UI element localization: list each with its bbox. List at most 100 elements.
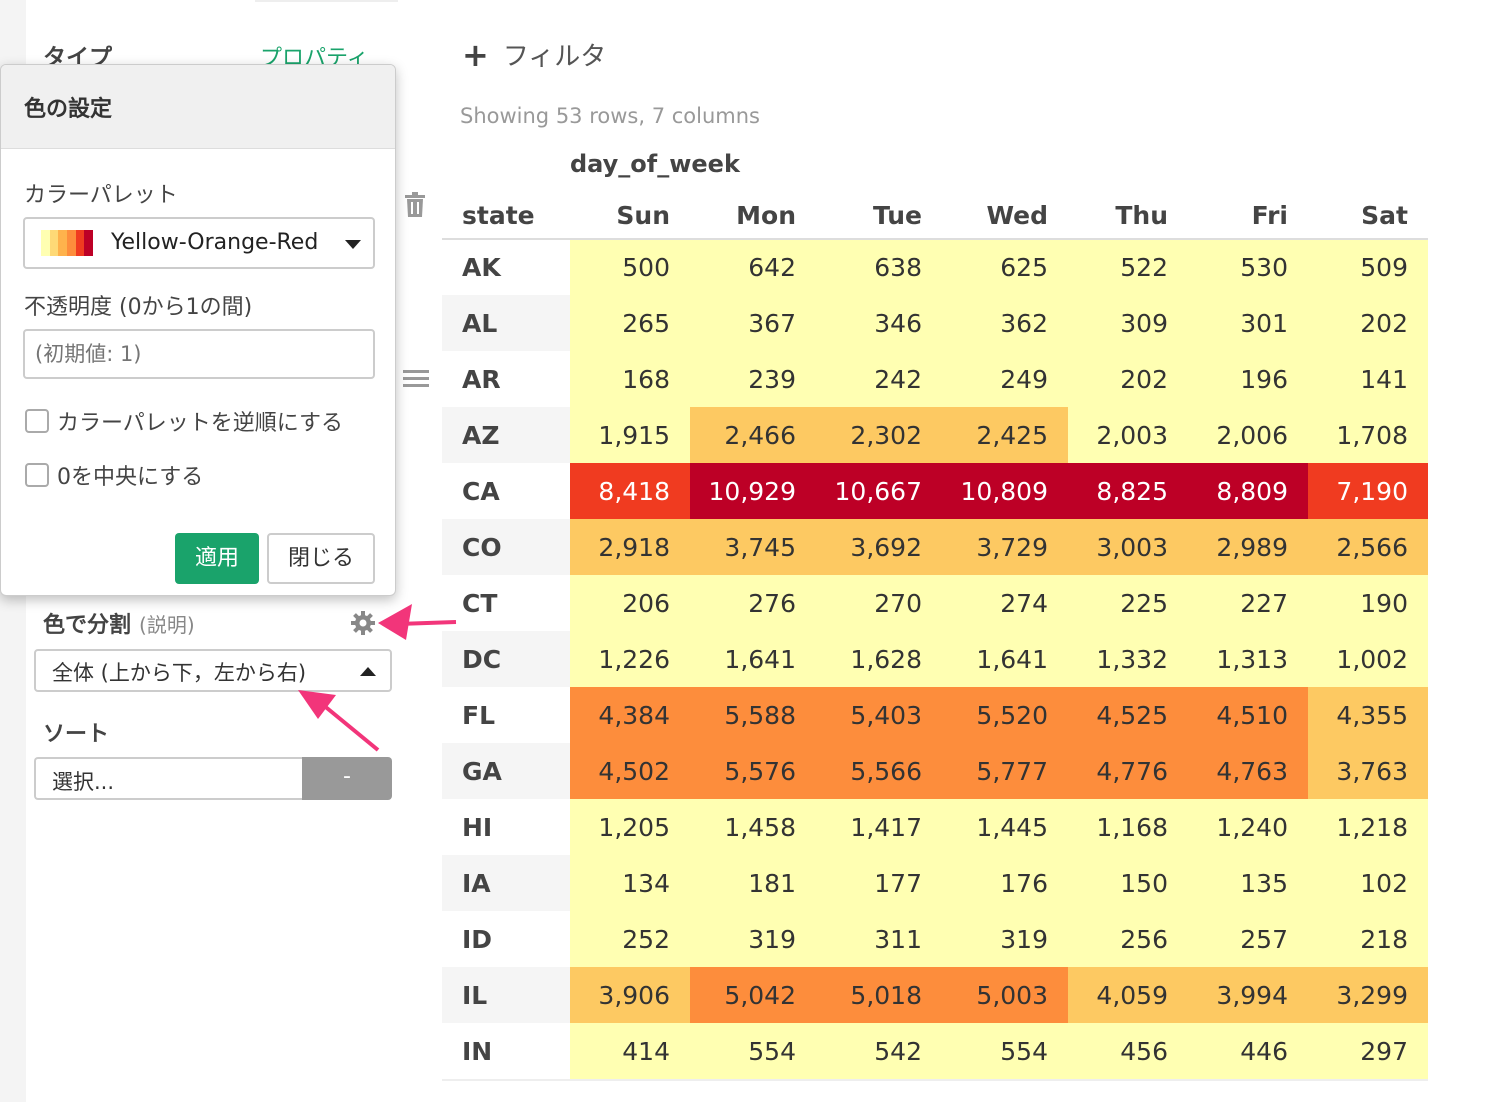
value-cell: 150 — [1068, 855, 1188, 911]
state-cell: HI — [462, 812, 493, 842]
value-cell: 301 — [1188, 295, 1308, 351]
value-cell: 135 — [1188, 855, 1308, 911]
value-cell: 202 — [1068, 351, 1188, 407]
value-cell: 3,729 — [942, 519, 1068, 575]
split-by-color-select[interactable]: 全体 (上から下，左から右) — [34, 649, 392, 692]
center-zero-label: 0を中央にする — [57, 465, 204, 490]
value-cell: 1,641 — [942, 631, 1068, 687]
reverse-palette-row[interactable]: カラーパレットを逆順にする — [25, 405, 343, 437]
palette-label: カラーパレット — [24, 183, 178, 208]
value-cell: 500 — [570, 239, 690, 295]
gear-icon[interactable] — [350, 610, 376, 636]
table-row: DC 1,226 1,641 1,628 1,641 1,332 1,313 1,002 — [442, 631, 1428, 687]
state-cell: AK — [462, 253, 501, 282]
value-cell: 2,003 — [1068, 407, 1188, 463]
table-row: CO 2,918 3,745 3,692 3,729 3,003 2,989 2,566 — [442, 519, 1428, 575]
add-filter-button[interactable]: + フィルタ — [462, 36, 606, 73]
table-row: AZ 1,915 2,466 2,302 2,425 2,003 2,006 1,708 — [442, 407, 1428, 463]
table-body: AK 500 642 638 625 522 530 509 AL 265 367 346 362 309… — [442, 239, 1428, 1079]
sort-select[interactable]: 選択... — [34, 757, 304, 800]
state-cell: CA — [462, 476, 500, 506]
value-cell: 319 — [690, 911, 816, 967]
state-cell: CO — [442, 519, 570, 575]
value-cell: 367 — [690, 295, 816, 351]
value-cell: 256 — [1068, 911, 1188, 967]
value-cell: 257 — [1188, 911, 1308, 967]
table-row: IA 134 181 177 176 150 135 102 — [442, 855, 1428, 911]
value-cell: 414 — [570, 1023, 690, 1079]
palette-select[interactable]: Yellow-Orange-Red — [23, 217, 375, 269]
value-cell: 362 — [942, 295, 1068, 351]
value-cell: 297 — [1308, 1023, 1428, 1079]
sort-order-button[interactable]: - — [302, 757, 392, 800]
column-header[interactable]: Sat — [1308, 185, 1428, 240]
value-cell: 2,566 — [1308, 519, 1428, 575]
value-cell: 102 — [1308, 855, 1428, 911]
table-row: CT 206 276 270 274 225 227 190 — [442, 575, 1428, 631]
value-cell: 456 — [1068, 1023, 1188, 1079]
swatch-color — [49, 230, 59, 256]
state-cell: AR — [462, 364, 501, 394]
value-cell: 239 — [690, 351, 816, 407]
value-cell: 2,302 — [816, 407, 942, 463]
state-cell: IL — [442, 967, 570, 1023]
value-cell: 4,502 — [570, 743, 690, 799]
table-row: HI 1,205 1,458 1,417 1,445 1,168 1,240 1,218 — [442, 799, 1428, 855]
row-header: state — [442, 185, 570, 240]
swatch-color — [67, 230, 76, 256]
state-cell: FL — [462, 700, 496, 730]
column-header[interactable]: Tue — [816, 185, 942, 240]
value-cell: 8,825 — [1068, 463, 1188, 519]
value-cell: 5,403 — [816, 687, 942, 743]
value-cell: 202 — [1308, 295, 1428, 351]
value-cell: 554 — [690, 1023, 816, 1079]
row-count-text: Showing 53 rows, 7 columns — [460, 104, 760, 128]
value-cell: 196 — [1188, 351, 1308, 407]
value-cell: 1,708 — [1308, 407, 1428, 463]
value-cell: 5,520 — [942, 687, 1068, 743]
color-settings-popover: 色の設定 カラーパレット Yellow-Orange-Red 不透明度 (0から… — [0, 64, 396, 596]
table-row: ID 252 319 311 319 256 257 218 — [442, 911, 1428, 967]
value-cell: 1,218 — [1308, 799, 1428, 855]
value-cell: 134 — [570, 855, 690, 911]
trash-icon[interactable] — [403, 192, 427, 218]
value-cell: 276 — [690, 575, 816, 631]
palette-swatch — [41, 230, 94, 256]
opacity-label: 不透明度 (0から1の間) — [24, 295, 253, 320]
drag-handle-icon[interactable] — [403, 368, 429, 390]
value-cell: 319 — [942, 911, 1068, 967]
swatch-color — [84, 230, 94, 256]
value-cell: 4,525 — [1068, 687, 1188, 743]
close-button[interactable]: 閉じる — [267, 533, 375, 584]
apply-button[interactable]: 適用 — [175, 533, 259, 584]
popover-title: 色の設定 — [1, 65, 395, 149]
value-cell: 5,566 — [816, 743, 942, 799]
value-cell: 2,425 — [942, 407, 1068, 463]
column-header[interactable]: Sun — [570, 185, 690, 240]
value-cell: 1,641 — [690, 631, 816, 687]
split-help-link[interactable]: (説明) — [139, 613, 195, 637]
sort-label: ソート — [43, 722, 110, 747]
arrow-to-split-select — [298, 690, 380, 752]
value-cell: 4,776 — [1068, 743, 1188, 799]
split-by-color-text: 色で分割 — [43, 613, 132, 638]
center-zero-checkbox[interactable] — [25, 463, 49, 487]
split-select-value: 全体 (上から下，左から右) — [52, 661, 307, 685]
value-cell: 249 — [942, 351, 1068, 407]
value-cell: 1,313 — [1188, 631, 1308, 687]
column-header[interactable]: Mon — [690, 185, 816, 240]
value-cell: 270 — [816, 575, 942, 631]
filter-label: フィルタ — [502, 42, 607, 72]
value-cell: 1,002 — [1308, 631, 1428, 687]
reverse-palette-checkbox[interactable] — [25, 409, 49, 433]
value-cell: 3,692 — [816, 519, 942, 575]
column-header[interactable]: Thu — [1068, 185, 1188, 240]
value-cell: 311 — [816, 911, 942, 967]
split-by-color-label: 色で分割 (説明) — [43, 607, 195, 639]
column-header[interactable]: Fri — [1188, 185, 1308, 240]
column-header[interactable]: Wed — [942, 185, 1068, 240]
table-row: IL 3,906 5,042 5,018 5,003 4,059 3,994 3,299 — [442, 967, 1428, 1023]
value-cell: 1,417 — [816, 799, 942, 855]
center-zero-row[interactable]: 0を中央にする — [25, 459, 203, 491]
opacity-input[interactable] — [23, 329, 375, 379]
